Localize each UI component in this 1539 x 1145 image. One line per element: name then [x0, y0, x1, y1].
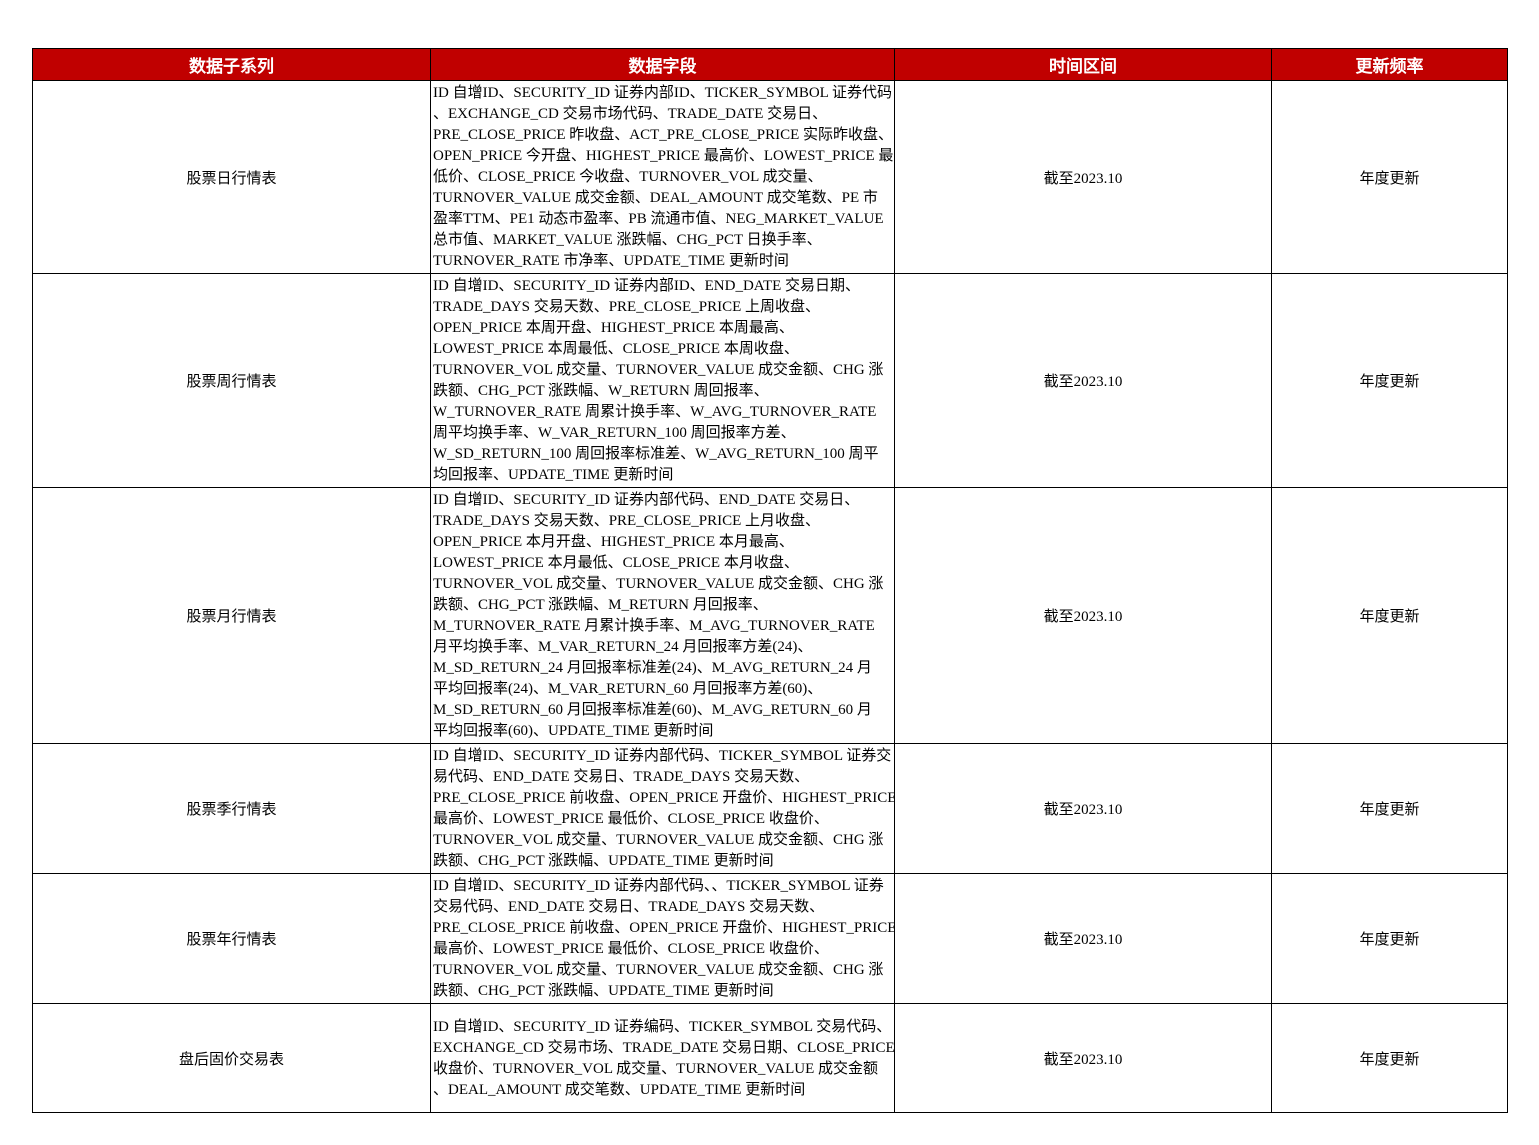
table-row: 股票年行情表 ID 自增ID、SECURITY_ID 证券内部代码、、TICKER… [32, 873, 1508, 1004]
field-line: TURNOVER_VOL 成交量、TURNOVER_VALUE 成交金额、CHG… [433, 962, 884, 978]
frequency-cell: 年度更新 [1271, 1003, 1508, 1113]
field-line: 低价、CLOSE_PRICE 今收盘、TURNOVER_VOL 成交量、 [433, 169, 823, 185]
series-cell: 股票周行情表 [32, 273, 431, 488]
period-cell: 截至2023.10 [894, 273, 1272, 488]
field-line: PRE_CLOSE_PRICE 前收盘、OPEN_PRICE 开盘价、HIGHE… [433, 920, 895, 936]
field-line: W_SD_RETURN_100 周回报率标准差、W_AVG_RETURN_100… [433, 446, 879, 462]
field-line: OPEN_PRICE 今开盘、HIGHEST_PRICE 最高价、LOWEST_… [433, 148, 894, 164]
table-header-row: 数据子系列 数据字段 时间区间 更新频率 [32, 48, 1508, 81]
field-line: 跌额、CHG_PCT 涨跌幅、UPDATE_TIME 更新时间 [433, 983, 774, 999]
field-line: LOWEST_PRICE 本月最低、CLOSE_PRICE 本月收盘、 [433, 555, 799, 571]
field-line: 月平均换手率、M_VAR_RETURN_24 月回报率方差(24)、 [433, 639, 813, 655]
header-series: 数据子系列 [32, 48, 431, 81]
period-cell: 截至2023.10 [894, 743, 1272, 874]
frequency-cell: 年度更新 [1271, 873, 1508, 1004]
series-cell: 盘后固价交易表 [32, 1003, 431, 1113]
field-line: OPEN_PRICE 本周开盘、HIGHEST_PRICE 本周最高、 [433, 320, 794, 336]
field-line: 易代码、END_DATE 交易日、TRADE_DAYS 交易天数、 [433, 769, 810, 785]
fields-cell: ID 自增ID、SECURITY_ID 证券内部代码、END_DATE 交易日、… [430, 487, 895, 744]
field-line: TURNOVER_VALUE 成交金额、DEAL_AMOUNT 成交笔数、PE … [433, 190, 878, 206]
field-line: 均回报率、UPDATE_TIME 更新时间 [433, 467, 674, 483]
table-row: 股票日行情表 ID 自增ID、SECURITY_ID 证券内部ID、TICKER_… [32, 80, 1508, 274]
field-line: 、DEAL_AMOUNT 成交笔数、UPDATE_TIME 更新时间 [433, 1081, 806, 1098]
field-line: 最高价、LOWEST_PRICE 最低价、CLOSE_PRICE 收盘价、 [433, 941, 829, 957]
fields-cell: ID 自增ID、SECURITY_ID 证券内部代码、TICKER_SYMBOL… [430, 743, 895, 874]
fields-cell: ID 自增ID、SECURITY_ID 证券编码、TICKER_SYMBOL 交… [430, 1003, 895, 1113]
field-line: 总市值、MARKET_VALUE 涨跌幅、CHG_PCT 日换手率、 [433, 232, 822, 248]
table-row: 股票周行情表 ID 自增ID、SECURITY_ID 证券内部ID、END_DAT… [32, 273, 1508, 488]
period-cell: 截至2023.10 [894, 487, 1272, 744]
table-row: 股票月行情表 ID 自增ID、SECURITY_ID 证券内部代码、END_DAT… [32, 487, 1508, 744]
table-row: 股票季行情表 ID 自增ID、SECURITY_ID 证券内部代码、TICKER_… [32, 743, 1508, 874]
field-line: 最高价、LOWEST_PRICE 最低价、CLOSE_PRICE 收盘价、 [433, 811, 829, 827]
field-line: W_TURNOVER_RATE 周累计换手率、W_AVG_TURNOVER_RA… [433, 404, 877, 420]
series-cell: 股票年行情表 [32, 873, 431, 1004]
field-line: TRADE_DAYS 交易天数、PRE_CLOSE_PRICE 上周收盘、 [433, 299, 820, 315]
fields-cell: ID 自增ID、SECURITY_ID 证券内部ID、TICKER_SYMBOL… [430, 80, 895, 274]
field-line: 交易代码、END_DATE 交易日、TRADE_DAYS 交易天数、 [433, 899, 825, 915]
field-line: OPEN_PRICE 本月开盘、HIGHEST_PRICE 本月最高、 [433, 534, 794, 550]
field-line: PRE_CLOSE_PRICE 昨收盘、ACT_PRE_CLOSE_PRICE … [433, 127, 894, 143]
series-cell: 股票日行情表 [32, 80, 431, 274]
field-line: M_TURNOVER_RATE 月累计换手率、M_AVG_TURNOVER_RA… [433, 618, 875, 634]
header-frequency: 更新频率 [1271, 48, 1508, 81]
field-line: 平均回报率(60)、UPDATE_TIME 更新时间 [433, 723, 714, 739]
period-cell: 截至2023.10 [894, 1003, 1272, 1113]
field-line: PRE_CLOSE_PRICE 前收盘、OPEN_PRICE 开盘价、HIGHE… [433, 790, 895, 806]
frequency-cell: 年度更新 [1271, 743, 1508, 874]
field-line: 收盘价、TURNOVER_VOL 成交量、TURNOVER_VALUE 成交金额 [433, 1060, 878, 1077]
field-line: ID 自增ID、SECURITY_ID 证券编码、TICKER_SYMBOL 交… [433, 1018, 892, 1035]
fields-cell: ID 自增ID、SECURITY_ID 证券内部ID、END_DATE 交易日期… [430, 273, 895, 488]
data-series-table: 数据子系列 数据字段 时间区间 更新频率 股票日行情表 ID 自增ID、SECUR… [32, 48, 1508, 1113]
table-row: 盘后固价交易表 ID 自增ID、SECURITY_ID 证券编码、TICKER_S… [32, 1003, 1508, 1113]
field-line: 盈率TTM、PE1 动态市盈率、PB 流通市值、NEG_MARKET_VALUE [433, 211, 884, 227]
frequency-cell: 年度更新 [1271, 80, 1508, 274]
fields-cell: ID 自增ID、SECURITY_ID 证券内部代码、、TICKER_SYMBO… [430, 873, 895, 1004]
series-cell: 股票月行情表 [32, 487, 431, 744]
field-line: TURNOVER_VOL 成交量、TURNOVER_VALUE 成交金额、CHG… [433, 832, 884, 848]
field-line: M_SD_RETURN_24 月回报率标准差(24)、M_AVG_RETURN_… [433, 660, 872, 676]
field-line: 、EXCHANGE_CD 交易市场代码、TRADE_DATE 交易日、 [433, 106, 828, 122]
field-line: ID 自增ID、SECURITY_ID 证券内部ID、TICKER_SYMBOL… [433, 85, 893, 101]
field-line: 跌额、CHG_PCT 涨跌幅、M_RETURN 月回报率、 [433, 597, 768, 613]
field-line: TURNOVER_RATE 市净率、UPDATE_TIME 更新时间 [433, 253, 789, 269]
field-line: ID 自增ID、SECURITY_ID 证券内部ID、END_DATE 交易日期… [433, 278, 861, 294]
field-line: TRADE_DAYS 交易天数、PRE_CLOSE_PRICE 上月收盘、 [433, 513, 820, 529]
field-line: TURNOVER_VOL 成交量、TURNOVER_VALUE 成交金额、CHG… [433, 362, 884, 378]
header-period: 时间区间 [894, 48, 1272, 81]
period-cell: 截至2023.10 [894, 873, 1272, 1004]
field-line: 周平均换手率、W_VAR_RETURN_100 周回报率方差、 [433, 425, 796, 441]
field-line: ID 自增ID、SECURITY_ID 证券内部代码、END_DATE 交易日、 [433, 492, 860, 508]
field-line: TURNOVER_VOL 成交量、TURNOVER_VALUE 成交金额、CHG… [433, 576, 884, 592]
field-line: 跌额、CHG_PCT 涨跌幅、UPDATE_TIME 更新时间 [433, 853, 774, 869]
field-line: ID 自增ID、SECURITY_ID 证券内部代码、TICKER_SYMBOL… [433, 748, 892, 764]
frequency-cell: 年度更新 [1271, 273, 1508, 488]
frequency-cell: 年度更新 [1271, 487, 1508, 744]
field-line: 跌额、CHG_PCT 涨跌幅、W_RETURN 周回报率、 [433, 383, 769, 399]
series-cell: 股票季行情表 [32, 743, 431, 874]
field-line: 平均回报率(24)、M_VAR_RETURN_60 月回报率方差(60)、 [433, 681, 823, 697]
field-line: ID 自增ID、SECURITY_ID 证券内部代码、、TICKER_SYMBO… [433, 878, 884, 894]
header-fields: 数据字段 [430, 48, 895, 81]
field-line: EXCHANGE_CD 交易市场、TRADE_DATE 交易日期、CLOSE_P… [433, 1039, 895, 1056]
field-line: LOWEST_PRICE 本周最低、CLOSE_PRICE 本周收盘、 [433, 341, 799, 357]
field-line: M_SD_RETURN_60 月回报率标准差(60)、M_AVG_RETURN_… [433, 702, 872, 718]
period-cell: 截至2023.10 [894, 80, 1272, 274]
